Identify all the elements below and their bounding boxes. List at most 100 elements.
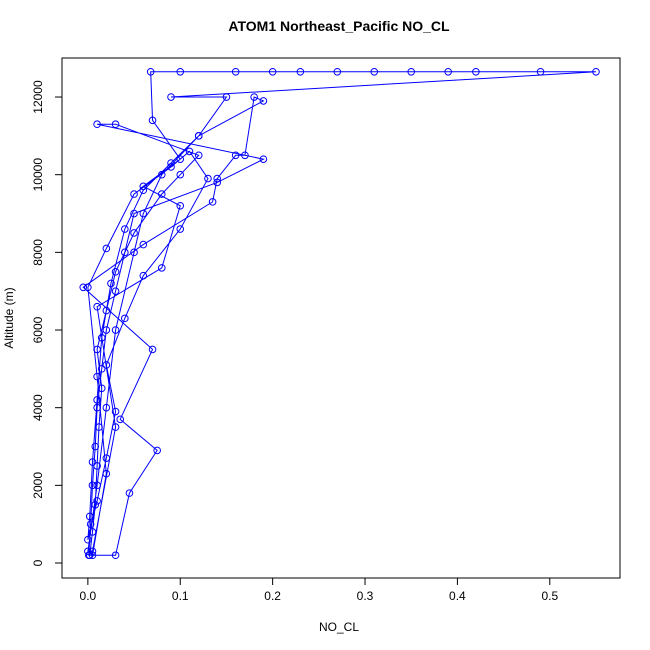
data-point <box>139 271 148 280</box>
data-point <box>146 67 155 76</box>
data-point <box>93 372 101 381</box>
data-point <box>259 97 268 105</box>
data-point <box>111 120 120 129</box>
data-point <box>97 365 106 373</box>
data-point <box>97 333 106 342</box>
data-point <box>102 326 111 334</box>
data-point <box>93 403 101 412</box>
data-point <box>130 190 138 198</box>
data-point <box>91 500 100 509</box>
data-point <box>213 174 222 183</box>
data-point <box>139 186 148 195</box>
data-point <box>88 458 97 466</box>
data-point <box>84 547 92 556</box>
data-point <box>95 423 103 431</box>
data-point <box>231 151 240 160</box>
data-point <box>107 279 115 288</box>
chart-title: ATOM1 Northeast_Pacific NO_CL <box>228 18 450 34</box>
data-point <box>102 454 111 462</box>
data-point <box>84 283 92 292</box>
data-point <box>111 551 120 560</box>
y-tick-label: 6000 <box>31 316 45 343</box>
data-point <box>121 225 129 233</box>
x-tick-label: 0.2 <box>264 589 281 603</box>
data-point <box>176 201 185 210</box>
data-point <box>111 407 120 416</box>
data-point <box>176 155 185 163</box>
data-point <box>102 306 111 315</box>
data-point <box>194 132 203 140</box>
data-point <box>370 67 379 76</box>
data-point <box>116 415 125 424</box>
data-point <box>222 93 231 101</box>
data-point <box>93 396 101 404</box>
data-point <box>148 345 157 354</box>
data-point <box>130 209 138 218</box>
data-point <box>157 264 166 272</box>
data-point <box>176 225 185 233</box>
data-point <box>93 120 101 129</box>
data-point <box>148 116 157 125</box>
data-point <box>259 155 268 163</box>
data-point <box>130 229 138 237</box>
data-point <box>84 535 92 544</box>
data-point <box>111 423 120 431</box>
y-tick-label: 10000 <box>31 158 45 192</box>
data-point <box>121 314 129 323</box>
data-point <box>176 67 185 76</box>
y-tick-label: 4000 <box>31 394 45 421</box>
data-point <box>157 170 166 179</box>
data-point <box>167 93 175 101</box>
series-line <box>82 71 597 556</box>
y-tick-label: 2000 <box>31 472 45 499</box>
data-point <box>111 267 120 276</box>
data-point <box>167 159 175 167</box>
data-point <box>536 67 545 76</box>
plot-frame <box>61 57 621 579</box>
data-point <box>93 462 101 470</box>
y-axis-label: Altitude (m) <box>2 287 16 348</box>
data-point <box>111 326 120 334</box>
data-point <box>139 182 148 191</box>
data-point <box>93 497 101 505</box>
data-point <box>153 446 161 455</box>
data-point <box>91 442 100 451</box>
data-point <box>130 248 138 257</box>
data-point <box>231 67 240 76</box>
data-point <box>102 403 111 412</box>
y-tick-label: 8000 <box>31 239 45 266</box>
data-point <box>185 147 194 156</box>
data-point <box>139 209 148 218</box>
data-point <box>121 248 129 257</box>
data-point <box>93 481 101 490</box>
data-point <box>139 240 148 249</box>
data-point <box>167 163 175 171</box>
x-tick-label: 0.4 <box>449 589 466 603</box>
data-point <box>208 198 217 206</box>
data-point <box>213 178 222 187</box>
x-tick-label: 0.5 <box>541 589 558 603</box>
data-point <box>241 151 249 160</box>
x-tick-label: 0.0 <box>80 589 97 603</box>
x-tick-label: 0.1 <box>172 589 189 603</box>
y-tick-label: 12000 <box>31 80 45 114</box>
data-point <box>157 190 166 198</box>
x-axis-label: NO_CL <box>319 620 359 634</box>
data-point <box>333 67 342 76</box>
data-point <box>88 547 97 556</box>
data-point <box>85 512 94 521</box>
y-tick-label: 0 <box>31 559 45 566</box>
data-point <box>79 283 88 292</box>
data-point <box>88 481 97 490</box>
data-point <box>204 174 212 183</box>
data-point <box>268 67 277 76</box>
data-point <box>88 528 97 536</box>
data-point <box>296 67 305 76</box>
data-point <box>472 67 480 76</box>
data-point <box>102 469 111 478</box>
data-point <box>102 361 111 369</box>
data-point <box>93 345 101 354</box>
data-point <box>444 67 452 76</box>
